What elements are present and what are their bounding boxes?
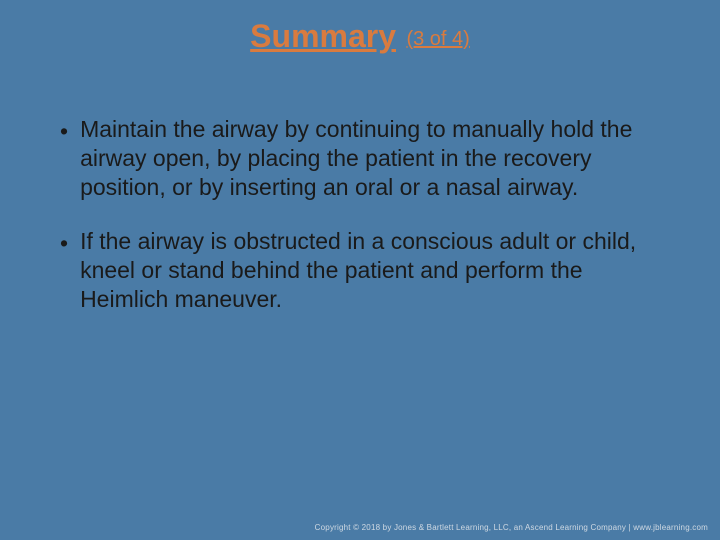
bullet-marker: • (60, 229, 68, 313)
slide-title-main: Summary (250, 18, 396, 54)
copyright-footer: Copyright © 2018 by Jones & Bartlett Lea… (315, 523, 708, 532)
title-area: Summary (3 of 4) (0, 0, 720, 55)
slide-title-sub: (3 of 4) (406, 28, 469, 50)
bullet-marker: • (60, 117, 68, 201)
bullet-item: • Maintain the airway by continuing to m… (60, 115, 660, 201)
bullet-text: If the airway is obstructed in a conscio… (80, 227, 660, 313)
bullet-text: Maintain the airway by continuing to man… (80, 115, 660, 201)
slide-content: • Maintain the airway by continuing to m… (0, 55, 720, 314)
bullet-item: • If the airway is obstructed in a consc… (60, 227, 660, 313)
